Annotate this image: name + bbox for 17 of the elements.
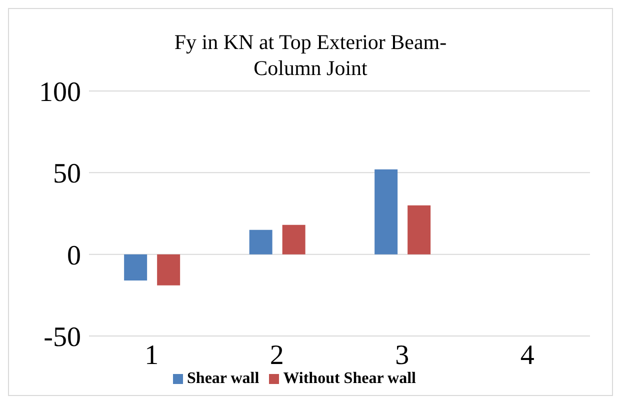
bar	[282, 224, 306, 254]
x-tick-label: 1	[144, 340, 159, 371]
bar	[374, 169, 398, 254]
x-tick-label: 4	[520, 340, 534, 371]
x-tick-label: 3	[395, 340, 410, 371]
bar	[157, 254, 180, 286]
x-tick-label: 2	[270, 340, 284, 371]
legend-label: Shear wall	[187, 370, 260, 387]
bar	[249, 230, 272, 254]
y-tick-label: 50	[53, 158, 81, 190]
y-tick-label: 0	[67, 240, 81, 272]
bar	[124, 254, 148, 280]
chart-title: Fy in KN at Top Exterior Beam-Column Joint	[174, 30, 447, 80]
y-tick-label: 100	[39, 76, 81, 108]
bar	[408, 205, 431, 254]
legend-label: Without Shear wall	[283, 370, 416, 387]
y-tick-label: -50	[44, 322, 81, 353]
